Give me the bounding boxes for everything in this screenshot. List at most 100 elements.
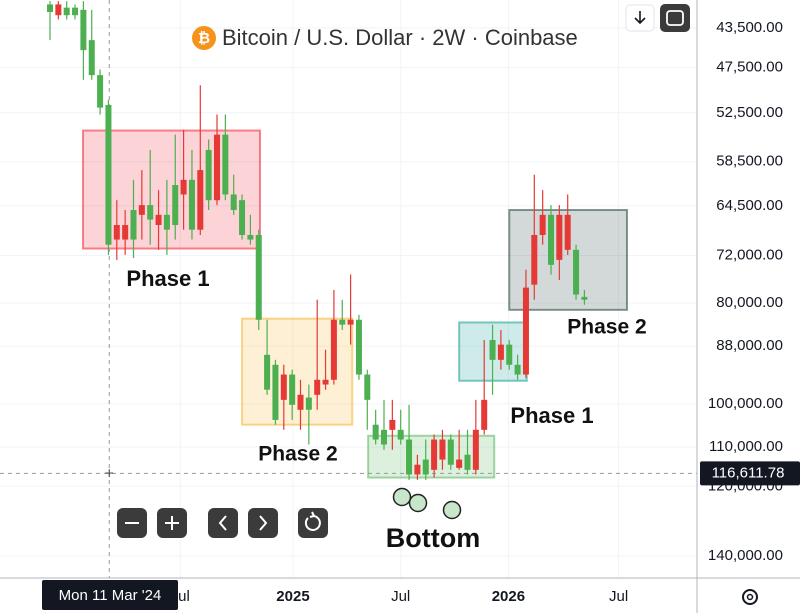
bitcoin-icon — [192, 26, 216, 50]
candle-body — [339, 319, 346, 325]
candle-body — [72, 7, 79, 16]
zoom-out-button[interactable] — [117, 508, 147, 538]
bottom-marker — [442, 500, 462, 520]
candle-body — [322, 379, 329, 385]
candle-body — [130, 209, 137, 240]
candle-body — [481, 399, 488, 430]
candle-body — [397, 429, 404, 440]
y-tick-label: 110,000.00 — [709, 438, 783, 455]
candle-body — [205, 149, 212, 201]
zone-label: Phase 1 — [126, 266, 209, 291]
candle-body — [381, 429, 387, 445]
zone-label: Phase 2 — [258, 443, 337, 466]
candle-body — [406, 439, 413, 475]
candle-body — [264, 354, 271, 390]
download-button[interactable] — [625, 4, 655, 32]
y-tick-label: 72,000.00 — [716, 246, 783, 263]
plus-icon — [165, 516, 179, 530]
candle-body — [305, 397, 312, 410]
candle-body — [180, 179, 187, 195]
scroll-right-button[interactable] — [248, 508, 278, 538]
candle-body — [447, 439, 454, 465]
title-group: ₿ Bitcoin / U.S. Dollar · 2W · Coinbase — [192, 25, 578, 50]
candle-body — [364, 374, 371, 400]
candle-body — [564, 214, 571, 250]
x-tick-label: Jul — [609, 588, 628, 605]
zoom-in-button[interactable] — [157, 508, 187, 538]
candle-body — [414, 464, 421, 475]
candle-body — [138, 205, 145, 215]
candle-body — [347, 319, 354, 325]
gear-icon[interactable] — [742, 589, 758, 605]
y-tick-label: 64,500.00 — [716, 197, 783, 214]
last-price-label-bg — [700, 461, 800, 486]
candle-body — [389, 419, 396, 430]
candle-body — [372, 424, 379, 440]
candle-body — [113, 225, 120, 240]
candle-body — [230, 194, 237, 210]
scroll-left-button[interactable] — [208, 508, 238, 538]
plot-area: + Phase 1 Phase 2 Bottom Phase 1 Phase 2 — [0, 0, 697, 578]
candle-body — [47, 4, 53, 12]
fullscreen-button[interactable] — [660, 4, 690, 32]
fullscreen-icon — [666, 10, 684, 26]
candle-body — [456, 459, 463, 468]
candle-body — [548, 214, 554, 265]
candle-body — [514, 364, 521, 375]
candle-body — [272, 364, 279, 420]
x-tick-label: 2026 — [492, 588, 525, 605]
candle-body — [556, 214, 563, 260]
zone-label: Bottom — [386, 523, 480, 553]
chart-title: Bitcoin / U.S. Dollar · 2W · Coinbase — [222, 25, 578, 50]
crosshair-center: + — [105, 466, 114, 483]
candle-body — [506, 344, 513, 365]
candle-body — [188, 179, 195, 230]
fullscreen-button-bg[interactable] — [660, 4, 690, 32]
left-icon — [218, 515, 227, 531]
reset-icon — [304, 515, 321, 531]
last-price-label: 116,611.78 — [712, 464, 785, 481]
reset-arrow — [309, 511, 316, 518]
candle-body — [247, 234, 254, 240]
reset-button[interactable] — [298, 508, 328, 538]
candle-body — [539, 214, 546, 235]
y-tick-label: 58,500.00 — [716, 153, 783, 170]
settings-button[interactable] — [742, 589, 758, 605]
y-tick-label: 43,500.00 — [716, 19, 783, 36]
zoom-controls — [117, 508, 328, 538]
candle-body — [497, 344, 504, 360]
candle-body — [147, 205, 154, 220]
bottom-marker — [408, 493, 428, 513]
button-bg[interactable] — [248, 508, 278, 538]
candle-body — [222, 134, 229, 195]
candle-body — [531, 234, 538, 285]
candle-body — [431, 439, 438, 470]
right-icon — [259, 515, 268, 531]
candle-body — [489, 339, 496, 360]
candle-body — [97, 75, 104, 108]
candle-body — [464, 454, 471, 470]
zone-label: Phase 1 — [510, 403, 593, 428]
button-bg[interactable] — [208, 508, 238, 538]
x-tick-label: 2025 — [276, 588, 309, 605]
candle-body — [55, 4, 62, 16]
bitcoin-icon-glyph: ₿ — [198, 30, 210, 47]
y-tick-label: 80,000.00 — [716, 294, 783, 311]
button-bg[interactable] — [298, 508, 328, 538]
crosshair-time-label: Mon 11 Mar '24 — [59, 587, 162, 604]
gear-center — [746, 593, 754, 601]
candle-body — [239, 200, 246, 235]
candle-body — [214, 134, 220, 201]
candle-body — [581, 296, 588, 300]
candle-body — [439, 439, 446, 460]
candle-body — [105, 104, 112, 245]
candle-body — [255, 234, 262, 320]
candle-body — [422, 459, 429, 475]
candle-body — [330, 319, 337, 380]
y-tick-label: 140,000.00 — [708, 547, 783, 564]
candle-body — [88, 40, 95, 76]
crosshair-time-label-bg — [42, 580, 178, 610]
x-tick-label: Jul — [391, 588, 410, 605]
candle-body — [172, 185, 179, 226]
